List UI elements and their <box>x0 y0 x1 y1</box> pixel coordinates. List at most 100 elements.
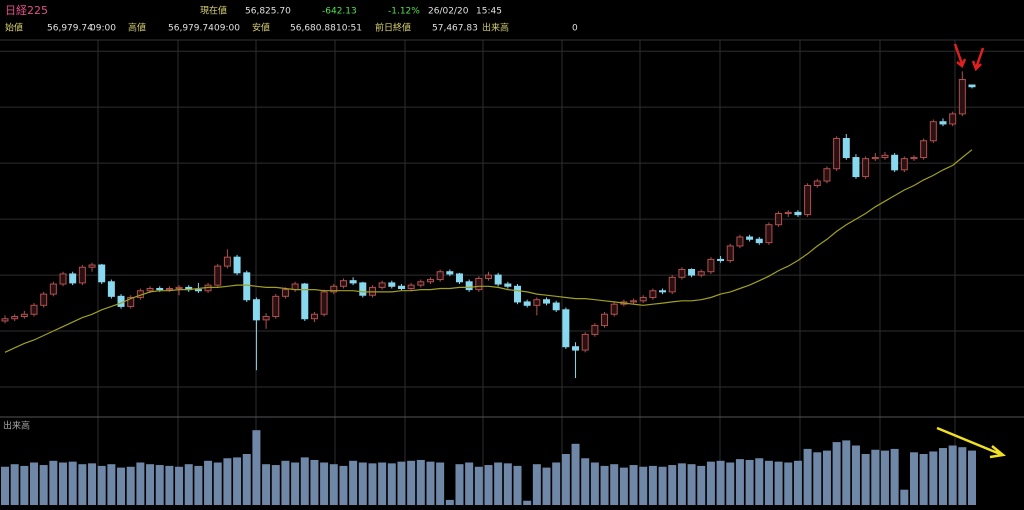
candle-body <box>98 264 106 283</box>
candle-body <box>533 299 541 306</box>
candle-body <box>601 313 609 326</box>
volume-bar <box>49 460 58 505</box>
volume-bar <box>822 450 831 505</box>
volume-bar <box>30 462 39 505</box>
candle-body <box>697 271 705 276</box>
volume-bar <box>426 461 435 505</box>
annotations <box>936 43 1006 459</box>
volume-bar <box>629 465 638 505</box>
candle-body <box>214 265 222 286</box>
volume-bar <box>851 445 860 505</box>
candle-body <box>310 313 318 320</box>
volume-bar <box>242 454 251 505</box>
volume-bar <box>561 454 570 505</box>
candle-body <box>900 158 908 171</box>
candle-body <box>678 268 686 278</box>
volume-bar <box>861 454 870 505</box>
volume-bar <box>571 443 580 505</box>
volume-bar <box>600 465 609 505</box>
volume-bar <box>97 465 106 505</box>
candle-body <box>871 157 879 160</box>
candle-body <box>117 295 125 307</box>
candle-body <box>891 154 899 171</box>
volume-bar <box>532 464 541 505</box>
candle-body <box>59 273 67 285</box>
volume-bar <box>938 448 947 505</box>
volume-bar <box>590 462 599 505</box>
candle-body <box>1 318 9 322</box>
volume-bar <box>88 463 97 505</box>
volume-bar <box>909 452 918 505</box>
candle-body <box>407 284 415 290</box>
candle-body <box>69 273 77 284</box>
volume-bar <box>146 464 155 505</box>
volume-bar <box>619 467 628 505</box>
candle-body <box>881 154 889 159</box>
value: 56,979.74 <box>168 24 214 34</box>
date: 26/02/20 <box>428 7 469 17</box>
time: 15:45 <box>476 7 502 17</box>
candle-body <box>920 140 928 159</box>
volume-bar <box>745 459 754 505</box>
volume-bar <box>639 466 648 505</box>
candle-body <box>610 303 618 315</box>
volume-bar <box>581 458 590 505</box>
volume-bar <box>407 460 416 505</box>
label: 安値 <box>252 22 270 34</box>
time: 10:51 <box>336 24 362 34</box>
volume-bar <box>919 454 928 505</box>
label: 現在値 <box>200 5 227 17</box>
candle-body <box>949 113 957 125</box>
volume-bar <box>436 462 445 505</box>
label: 高値 <box>128 22 146 34</box>
volume-bar <box>136 462 145 505</box>
volume-bar <box>871 449 880 505</box>
candle-body <box>446 271 454 275</box>
candle-body <box>649 290 657 298</box>
volume-bar <box>484 465 493 505</box>
volume-bar <box>126 466 135 505</box>
candle-body <box>40 293 48 306</box>
candle-body <box>842 138 850 159</box>
volume-bar <box>329 464 338 505</box>
volume-bar <box>610 464 619 505</box>
candle-body <box>562 309 570 348</box>
volume-bar <box>523 500 532 505</box>
candle-body <box>359 282 367 296</box>
candle-body <box>233 256 241 274</box>
volume-bar <box>474 466 483 505</box>
value: 56,825.70 <box>245 7 291 17</box>
volume-bar <box>900 489 909 505</box>
yellow-arrow <box>936 426 1006 459</box>
candle-body <box>833 138 841 170</box>
volume-bar <box>677 463 686 505</box>
candle-body <box>388 282 396 287</box>
candle-body <box>127 296 135 307</box>
candle-body <box>146 288 154 292</box>
candle-body <box>755 238 763 244</box>
candle-body <box>475 277 483 291</box>
candle-body <box>272 295 280 317</box>
volume-bar <box>948 445 957 505</box>
change: -642.13 <box>322 7 357 17</box>
candle-body <box>784 211 792 215</box>
candle-body <box>552 302 560 311</box>
candle-body <box>726 245 734 262</box>
candle-body <box>852 157 860 178</box>
candle-body <box>504 283 512 287</box>
candle-body <box>465 281 473 291</box>
candle-body <box>262 315 270 321</box>
candle-body <box>630 300 638 303</box>
volume-bar <box>358 462 367 505</box>
volume-bar <box>368 463 377 505</box>
volume-bar <box>803 448 812 505</box>
volume-bar <box>262 464 271 505</box>
moving-average <box>4 149 973 353</box>
volume-bar <box>59 462 68 505</box>
candle-body <box>243 272 251 301</box>
candle-body <box>514 285 522 303</box>
volume-bar <box>648 465 657 505</box>
candle-body <box>494 274 502 285</box>
grid-lines <box>97 40 956 505</box>
value: 0 <box>572 24 578 34</box>
